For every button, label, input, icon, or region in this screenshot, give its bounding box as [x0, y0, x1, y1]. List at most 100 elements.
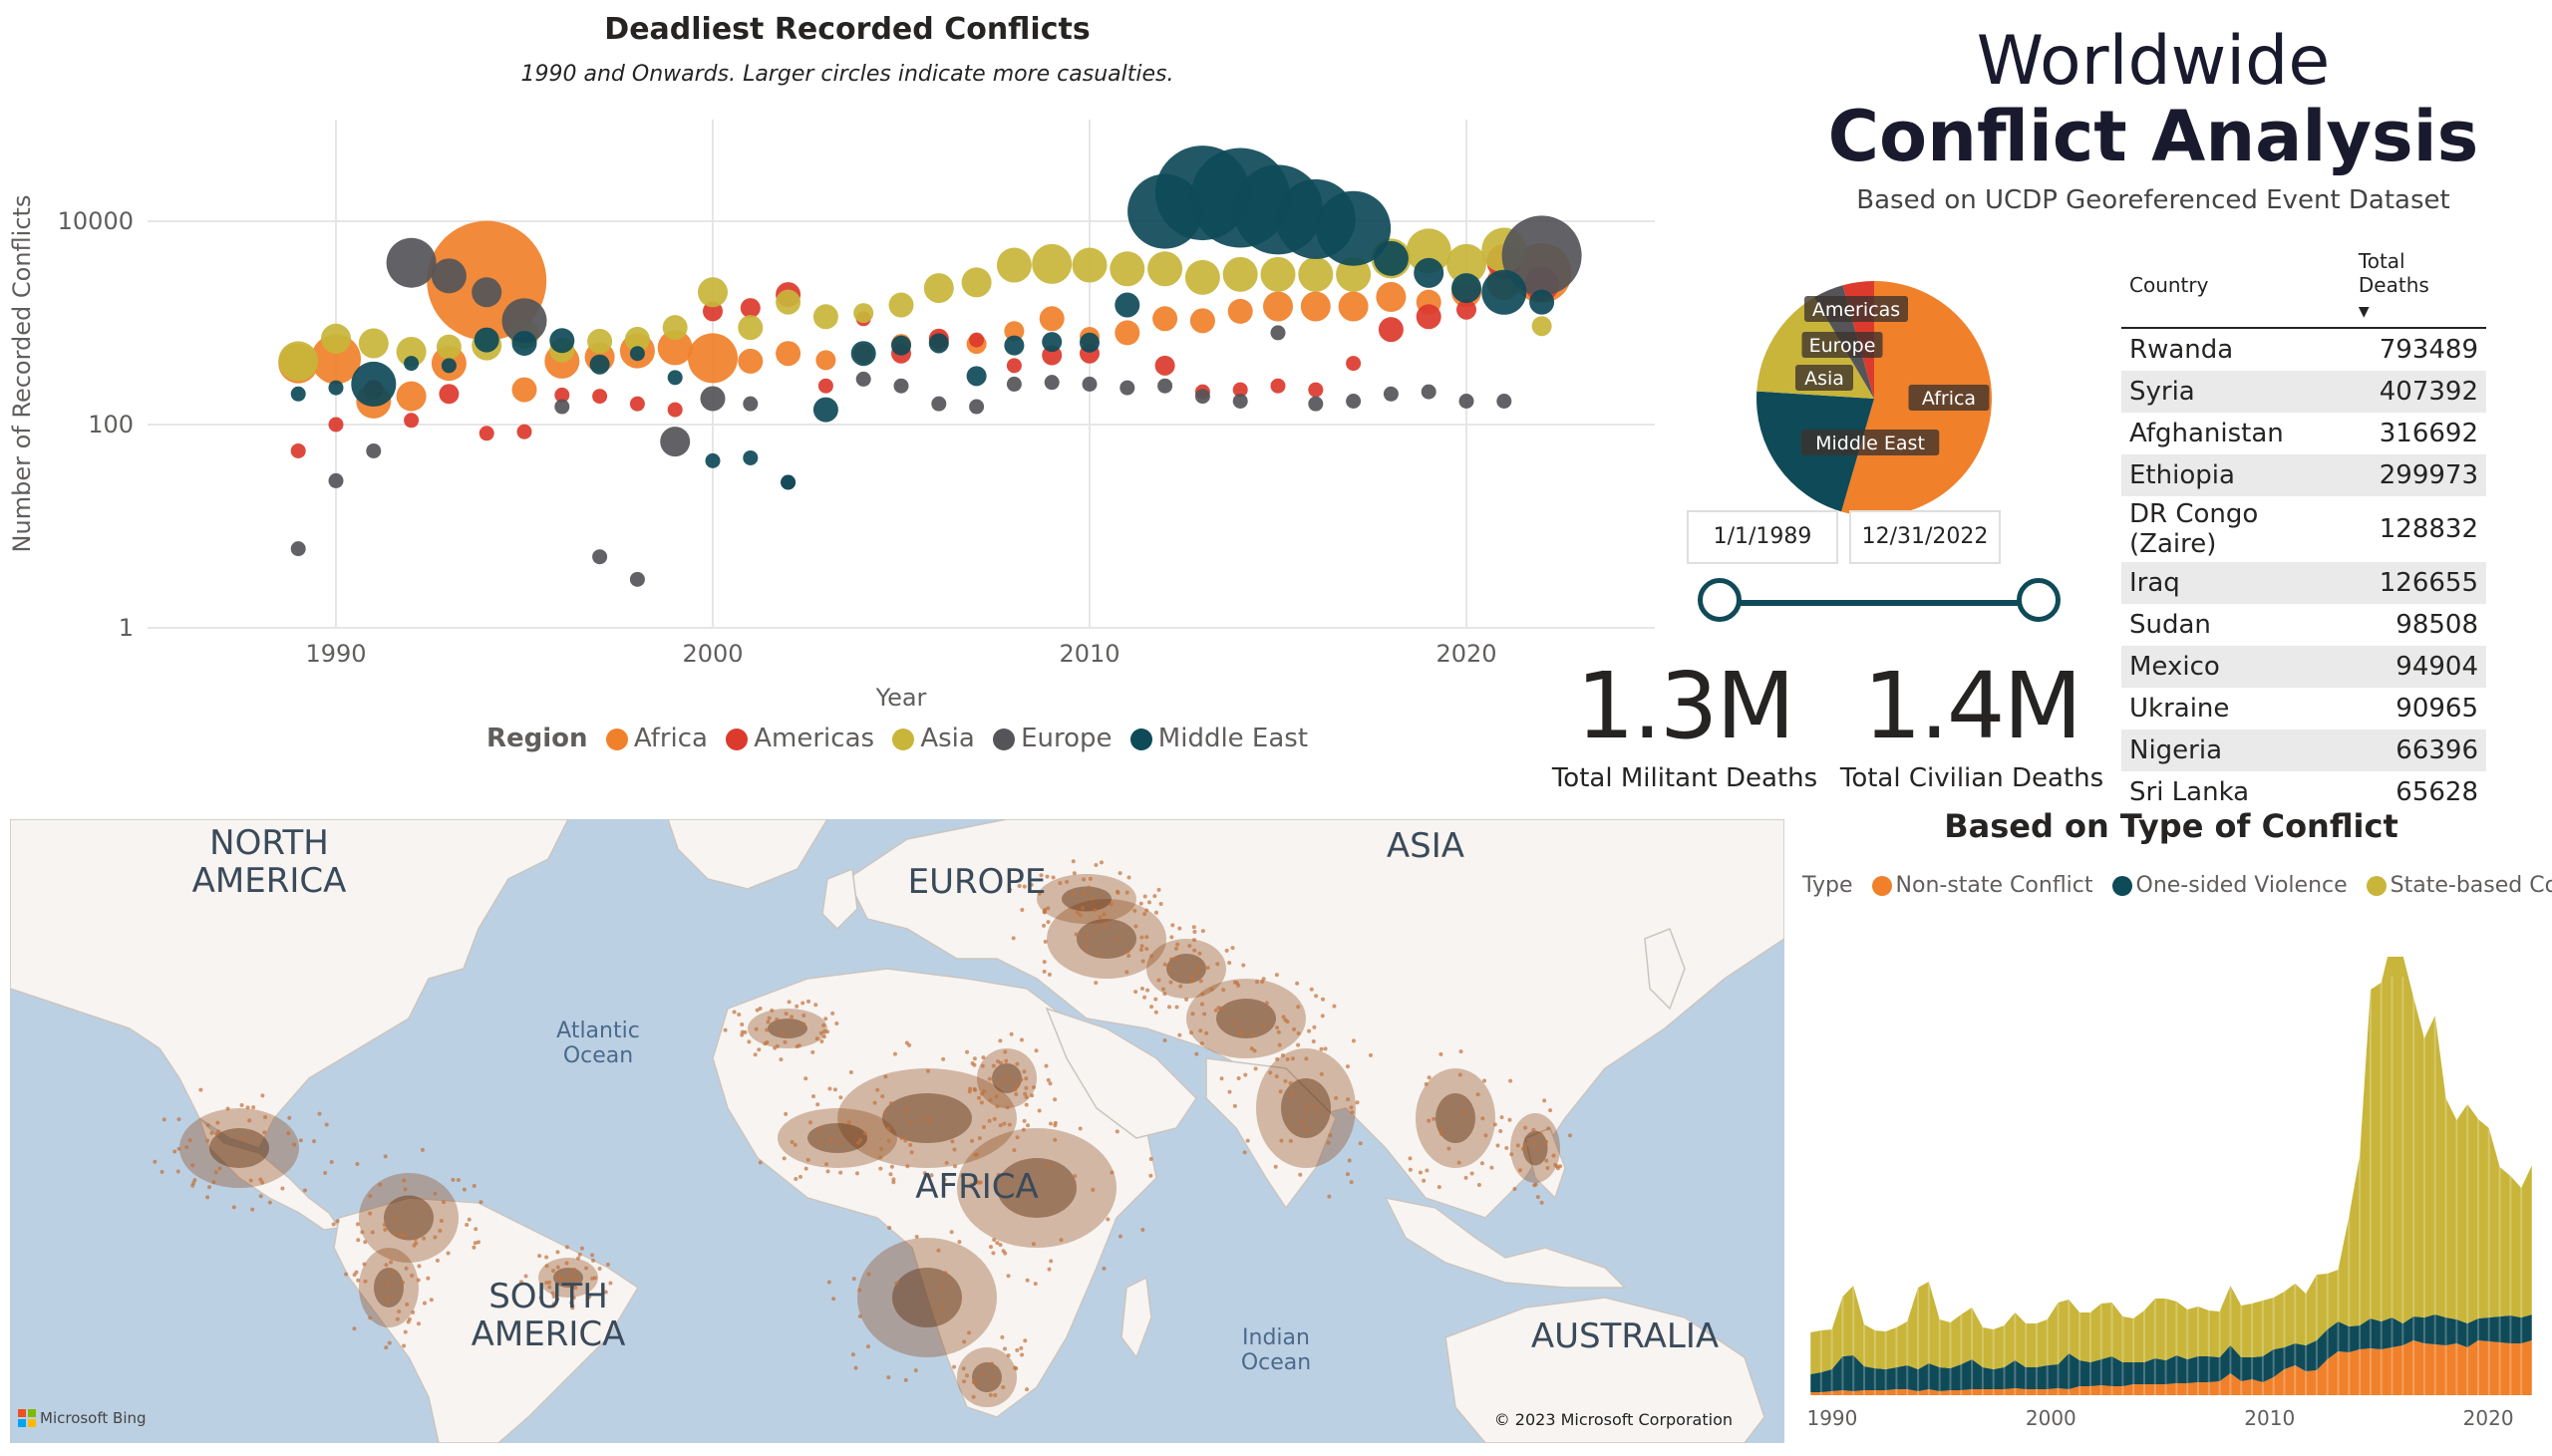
- scatter-point-americas[interactable]: [740, 298, 761, 319]
- scatter-point-europe[interactable]: [1270, 325, 1286, 341]
- conflict-map[interactable]: NORTH AMERICA EUROPE ASIA AFRICA SOUTH AME…: [10, 819, 1784, 1443]
- scatter-point-middle-east[interactable]: [743, 449, 759, 465]
- scatter-point-africa[interactable]: [1115, 320, 1140, 346]
- scatter-point-asia[interactable]: [624, 326, 650, 352]
- scatter-point-africa[interactable]: [815, 350, 836, 371]
- scatter-point-europe[interactable]: [743, 396, 759, 412]
- scatter-point-americas[interactable]: [629, 396, 645, 412]
- scatter-point-middle-east[interactable]: [290, 386, 306, 402]
- scatter-point-europe[interactable]: [1044, 375, 1060, 391]
- table-row[interactable]: Ethiopia 299973: [2121, 454, 2486, 496]
- area-series-one-sided-violence[interactable]: [1810, 1314, 2532, 1392]
- scatter-point-asia[interactable]: [278, 341, 319, 382]
- legend-item-americas[interactable]: Americas: [754, 724, 875, 753]
- table-row[interactable]: Mexico 94904: [2121, 646, 2486, 688]
- scatter-point-americas[interactable]: [1232, 382, 1248, 398]
- scatter-point-middle-east[interactable]: [1115, 292, 1140, 318]
- scatter-point-asia[interactable]: [662, 315, 688, 341]
- scatter-point-europe[interactable]: [1006, 376, 1022, 392]
- scatter-point-middle-east[interactable]: [891, 335, 911, 356]
- table-row[interactable]: Nigeria 66396: [2121, 729, 2486, 771]
- scatter-point-middle-east[interactable]: [1316, 190, 1392, 266]
- scatter-point-americas[interactable]: [478, 426, 494, 441]
- scatter-point-europe[interactable]: [290, 541, 306, 557]
- scatter-point-africa[interactable]: [657, 330, 693, 366]
- scatter-point-africa[interactable]: [396, 381, 427, 412]
- scatter-point-asia[interactable]: [1147, 251, 1183, 287]
- scatter-point-africa[interactable]: [1152, 306, 1178, 332]
- scatter-point-asia[interactable]: [1406, 228, 1451, 274]
- scatter-point-asia[interactable]: [1032, 243, 1073, 284]
- column-header-country[interactable]: Country: [2121, 243, 2351, 329]
- scatter-chart[interactable]: 1990 2000 2010 2020 1 100 10000 Year Number of R…: [0, 0, 1695, 757]
- scatter-point-europe[interactable]: [660, 427, 691, 457]
- scatter-point-asia[interactable]: [853, 303, 874, 324]
- scatter-point-americas[interactable]: [1006, 358, 1022, 374]
- scatter-point-asia[interactable]: [1336, 256, 1372, 292]
- scatter-point-middle-east[interactable]: [1080, 332, 1100, 353]
- scatter-point-middle-east[interactable]: [351, 361, 397, 407]
- scatter-point-middle-east[interactable]: [629, 346, 645, 362]
- legend-item-asia[interactable]: Asia: [920, 724, 975, 753]
- scatter-point-middle-east[interactable]: [549, 328, 575, 354]
- legend-item-europe[interactable]: Europe: [1021, 724, 1113, 753]
- scatter-point-africa[interactable]: [1227, 298, 1253, 324]
- scatter-point-americas[interactable]: [328, 417, 344, 433]
- slider-handle-end[interactable]: [2017, 578, 2061, 622]
- table-row[interactable]: Ukraine 90965: [2121, 688, 2486, 729]
- scatter-point-middle-east[interactable]: [850, 341, 876, 367]
- scatter-point-americas[interactable]: [404, 413, 420, 429]
- scatter-point-asia[interactable]: [396, 336, 427, 367]
- scatter-point-asia[interactable]: [1446, 243, 1486, 284]
- scatter-point-europe[interactable]: [1383, 386, 1399, 402]
- table-row[interactable]: Afghanistan 316692: [2121, 413, 2486, 454]
- scatter-point-middle-east[interactable]: [511, 330, 537, 356]
- scatter-point-americas[interactable]: [1154, 355, 1175, 376]
- scatter-point-asia[interactable]: [1072, 247, 1108, 283]
- table-row[interactable]: Iraq 126655: [2121, 562, 2486, 604]
- scatter-point-middle-east[interactable]: [404, 356, 420, 372]
- table-row[interactable]: Sri Lanka 65628: [2121, 771, 2486, 813]
- slider-handle-start[interactable]: [1698, 578, 1742, 622]
- scatter-point-americas[interactable]: [290, 442, 306, 458]
- scatter-point-americas[interactable]: [1308, 382, 1324, 398]
- scatter-point-europe[interactable]: [893, 378, 909, 394]
- scatter-point-africa[interactable]: [776, 341, 801, 367]
- scatter-point-asia[interactable]: [996, 247, 1032, 283]
- scatter-point-africa[interactable]: [1338, 291, 1369, 322]
- scatter-point-europe[interactable]: [1082, 376, 1098, 392]
- scatter-point-asia[interactable]: [738, 315, 764, 341]
- scatter-point-middle-east[interactable]: [781, 474, 797, 490]
- scatter-point-middle-east[interactable]: [705, 452, 721, 468]
- scatter-point-europe[interactable]: [1501, 215, 1582, 296]
- scatter-point-europe[interactable]: [1119, 380, 1135, 396]
- scatter-point-europe[interactable]: [969, 399, 985, 415]
- scatter-point-asia[interactable]: [1184, 259, 1220, 295]
- scatter-point-europe[interactable]: [328, 472, 344, 488]
- scatter-point-asia[interactable]: [1531, 316, 1552, 337]
- scatter-point-europe[interactable]: [366, 442, 382, 458]
- scatter-point-africa[interactable]: [738, 348, 764, 374]
- scatter-point-asia[interactable]: [587, 328, 613, 354]
- scatter-point-africa[interactable]: [1376, 281, 1407, 312]
- scatter-point-americas[interactable]: [667, 402, 683, 418]
- scatter-point-europe[interactable]: [431, 258, 467, 294]
- scatter-point-africa[interactable]: [1189, 308, 1215, 334]
- type-area-chart[interactable]: 1990 2000 2010 2020: [1790, 957, 2552, 1435]
- scatter-point-asia[interactable]: [812, 304, 838, 330]
- scatter-point-europe[interactable]: [700, 386, 726, 412]
- scatter-point-middle-east[interactable]: [1414, 257, 1444, 288]
- scatter-point-americas[interactable]: [516, 424, 532, 439]
- scatter-point-americas[interactable]: [1378, 317, 1404, 343]
- scatter-point-asia[interactable]: [698, 277, 728, 308]
- scatter-point-europe[interactable]: [1232, 393, 1248, 409]
- legend-item-non-state[interactable]: Non-state Conflict: [1895, 873, 2093, 898]
- scatter-point-americas[interactable]: [1346, 356, 1362, 372]
- scatter-point-africa[interactable]: [1039, 306, 1065, 332]
- scatter-point-asia[interactable]: [776, 289, 801, 315]
- table-row[interactable]: Sudan 98508: [2121, 604, 2486, 646]
- scatter-point-middle-east[interactable]: [1042, 332, 1063, 353]
- scatter-point-europe[interactable]: [1458, 393, 1474, 409]
- scatter-point-americas[interactable]: [554, 387, 570, 403]
- scatter-point-asia[interactable]: [321, 323, 351, 354]
